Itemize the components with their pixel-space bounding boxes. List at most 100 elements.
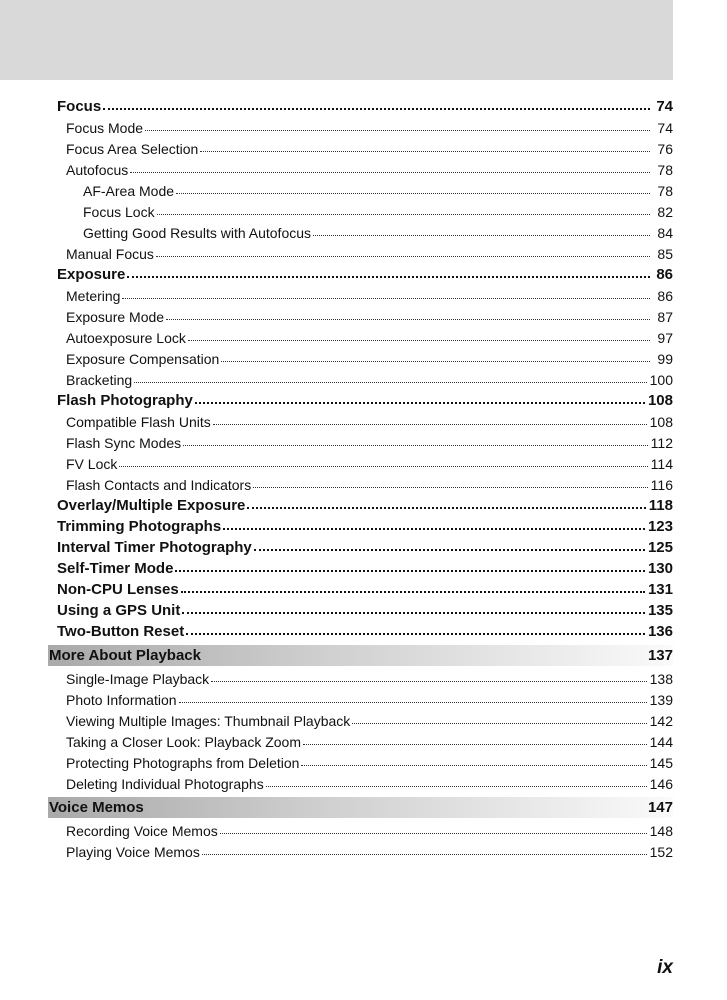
- dot-leader: [155, 256, 650, 257]
- entry-title: Playing Voice Memos: [66, 844, 200, 860]
- toc-entry[interactable]: Metering 86: [48, 283, 673, 304]
- entry-title: Manual Focus: [66, 246, 154, 262]
- entry-page-number: 145: [649, 755, 673, 771]
- entry-title: Recording Voice Memos: [66, 823, 218, 839]
- entry-title: Taking a Closer Look: Playback Zoom: [66, 734, 301, 750]
- toc-entry[interactable]: Deleting Individual Photographs 146: [48, 771, 673, 792]
- entry-page-number: 86: [657, 288, 673, 304]
- toc-entry[interactable]: Exposure Mode 87: [48, 304, 673, 325]
- dot-leader: [103, 108, 650, 110]
- toc-entry[interactable]: Using a GPS Unit 135: [48, 598, 673, 619]
- entry-title: More About Playback: [49, 647, 201, 664]
- toc-entry[interactable]: Flash Contacts and Indicators 116: [48, 472, 673, 493]
- toc-entry[interactable]: Flash Sync Modes 112: [48, 430, 673, 451]
- entry-title: Autoexposure Lock: [66, 330, 186, 346]
- toc-entry[interactable]: Two-Button Reset 136: [48, 619, 673, 640]
- dot-leader: [265, 786, 647, 787]
- entry-title: Exposure Compensation: [66, 351, 220, 367]
- entry-page-number: 112: [650, 435, 673, 451]
- toc-entry[interactable]: Photo Information 139: [48, 687, 673, 708]
- entry-title: Protecting Photographs from Deletion: [66, 755, 300, 771]
- toc-entry[interactable]: Interval Timer Photography 125: [48, 535, 673, 556]
- dot-leader: [182, 612, 645, 614]
- entry-title: Interval Timer Photography: [57, 539, 252, 556]
- entry-title: Single-Image Playback: [66, 671, 210, 687]
- entry-page-number: 137: [647, 647, 673, 664]
- toc-entry[interactable]: Focus Mode 74: [48, 115, 673, 136]
- entry-page-number: 139: [649, 692, 673, 708]
- toc-entry[interactable]: Exposure Compensation 99: [48, 346, 673, 367]
- dot-leader: [119, 466, 648, 467]
- dot-leader: [183, 445, 648, 446]
- toc-entry[interactable]: Overlay/Multiple Exposure 118: [48, 493, 673, 514]
- toc-entry[interactable]: Bracketing 100: [48, 367, 673, 388]
- dot-leader: [212, 424, 647, 425]
- entry-title: Flash Photography: [57, 392, 193, 409]
- toc-entry[interactable]: Viewing Multiple Images: Thumbnail Playb…: [48, 708, 673, 729]
- toc-entry[interactable]: Recording Voice Memos 148: [48, 818, 673, 839]
- dot-leader: [211, 681, 647, 682]
- dot-leader: [134, 382, 647, 383]
- entry-title: Focus Area Selection: [66, 141, 199, 157]
- entry-page-number: 125: [647, 539, 673, 556]
- entry-page-number: 148: [649, 823, 673, 839]
- section-heading[interactable]: More About Playback 137: [48, 645, 673, 666]
- toc-entry[interactable]: Focus Area Selection 76: [48, 136, 673, 157]
- page-number: ix: [657, 957, 673, 978]
- entry-page-number: 85: [657, 246, 673, 262]
- toc-entry[interactable]: Autoexposure Lock 97: [48, 325, 673, 346]
- dot-leader: [130, 172, 650, 173]
- toc-entry[interactable]: Taking a Closer Look: Playback Zoom 144: [48, 729, 673, 750]
- header-band: [0, 0, 673, 80]
- entry-title: Overlay/Multiple Exposure: [57, 497, 246, 514]
- dot-leader: [201, 854, 647, 855]
- dot-leader: [194, 402, 645, 404]
- toc-entry[interactable]: Autofocus 78: [48, 157, 673, 178]
- dot-leader: [313, 235, 650, 236]
- entry-title: Self-Timer Mode: [57, 560, 174, 577]
- entry-page-number: 147: [647, 799, 673, 816]
- dot-leader: [178, 702, 647, 703]
- entry-title: Non-CPU Lenses: [57, 581, 179, 598]
- entry-page-number: 97: [657, 330, 673, 346]
- entry-page-number: 116: [650, 477, 673, 493]
- dot-leader: [187, 340, 650, 341]
- section-heading[interactable]: Voice Memos 147: [48, 797, 673, 818]
- toc-entry[interactable]: Protecting Photographs from Deletion 145: [48, 750, 673, 771]
- toc-entry[interactable]: Playing Voice Memos 152: [48, 839, 673, 860]
- dot-leader: [221, 361, 650, 362]
- toc-entry[interactable]: Focus Lock 82: [48, 199, 673, 220]
- toc-entry[interactable]: Self-Timer Mode 130: [48, 556, 673, 577]
- entry-page-number: 74: [657, 120, 673, 136]
- toc-entry[interactable]: Manual Focus 85: [48, 241, 673, 262]
- toc-entry[interactable]: Compatible Flash Units 108: [48, 409, 673, 430]
- toc-entry[interactable]: Exposure 86: [48, 262, 673, 283]
- toc-entry[interactable]: Getting Good Results with Autofocus 84: [48, 220, 673, 241]
- entry-page-number: 100: [649, 372, 673, 388]
- entry-page-number: 108: [649, 414, 673, 430]
- entry-title: Voice Memos: [49, 799, 144, 816]
- entry-page-number: 82: [657, 204, 673, 220]
- toc-entry[interactable]: AF-Area Mode 78: [48, 178, 673, 199]
- dot-leader: [352, 723, 647, 724]
- entry-page-number: 130: [647, 560, 673, 577]
- dot-leader: [219, 833, 647, 834]
- toc-entry[interactable]: Focus 74: [48, 94, 673, 115]
- dot-leader: [303, 744, 647, 745]
- entry-title: Bracketing: [66, 372, 133, 388]
- entry-title: AF-Area Mode: [83, 183, 175, 199]
- table-of-contents: Focus 74 Focus Mode 74 Focus Area Selection 7…: [48, 94, 673, 860]
- dot-leader: [253, 487, 648, 488]
- entry-page-number: 78: [657, 183, 673, 199]
- toc-entry[interactable]: Trimming Photographs 123: [48, 514, 673, 535]
- entry-page-number: 135: [647, 602, 673, 619]
- entry-page-number: 114: [650, 456, 673, 472]
- dot-leader: [253, 549, 645, 551]
- toc-entry[interactable]: FV Lock 114: [48, 451, 673, 472]
- toc-entry[interactable]: Non-CPU Lenses 131: [48, 577, 673, 598]
- entry-page-number: 87: [657, 309, 673, 325]
- toc-entry[interactable]: Flash Photography 108: [48, 388, 673, 409]
- toc-entry[interactable]: Single-Image Playback 138: [48, 666, 673, 687]
- entry-page-number: 74: [656, 98, 673, 115]
